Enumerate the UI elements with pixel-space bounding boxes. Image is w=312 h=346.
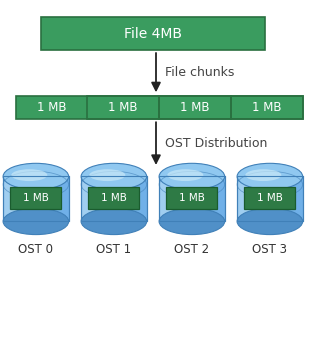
- Ellipse shape: [237, 208, 303, 235]
- Text: 1 MB: 1 MB: [101, 193, 127, 203]
- Text: OST 0: OST 0: [18, 243, 53, 256]
- Text: 1 MB: 1 MB: [179, 193, 205, 203]
- Text: 1 MB: 1 MB: [257, 193, 283, 203]
- Ellipse shape: [237, 163, 303, 190]
- Text: 1 MB: 1 MB: [109, 101, 138, 114]
- Ellipse shape: [11, 169, 47, 181]
- Text: 1 MB: 1 MB: [180, 101, 210, 114]
- Ellipse shape: [167, 169, 203, 181]
- Bar: [245, 187, 295, 209]
- Bar: [159, 176, 225, 221]
- FancyBboxPatch shape: [81, 176, 99, 221]
- Text: 1 MB: 1 MB: [252, 101, 281, 114]
- Bar: [81, 176, 147, 221]
- Ellipse shape: [81, 208, 147, 235]
- Bar: [159, 176, 225, 221]
- Text: 1 MB: 1 MB: [23, 193, 49, 203]
- Bar: [231, 96, 303, 119]
- Ellipse shape: [3, 208, 69, 235]
- FancyBboxPatch shape: [237, 176, 255, 221]
- Bar: [3, 176, 69, 221]
- Bar: [237, 176, 303, 221]
- Bar: [3, 176, 69, 221]
- Bar: [89, 187, 139, 209]
- Text: OST 1: OST 1: [96, 243, 131, 256]
- Ellipse shape: [159, 208, 225, 235]
- Text: 1 MB: 1 MB: [37, 101, 66, 114]
- Text: File 4MB: File 4MB: [124, 27, 182, 41]
- Text: OST 3: OST 3: [252, 243, 287, 256]
- Ellipse shape: [3, 163, 69, 190]
- Bar: [87, 96, 159, 119]
- FancyBboxPatch shape: [3, 176, 21, 221]
- Bar: [81, 176, 147, 221]
- Text: File chunks: File chunks: [165, 66, 235, 79]
- Ellipse shape: [245, 169, 281, 181]
- Bar: [16, 96, 303, 119]
- Text: OST 2: OST 2: [174, 243, 209, 256]
- FancyBboxPatch shape: [41, 17, 265, 50]
- Text: OST Distribution: OST Distribution: [165, 137, 268, 150]
- Ellipse shape: [159, 163, 225, 190]
- Ellipse shape: [81, 163, 147, 190]
- Ellipse shape: [89, 169, 125, 181]
- FancyBboxPatch shape: [159, 176, 177, 221]
- Bar: [159, 96, 231, 119]
- Bar: [11, 187, 61, 209]
- Bar: [167, 187, 217, 209]
- Bar: [237, 176, 303, 221]
